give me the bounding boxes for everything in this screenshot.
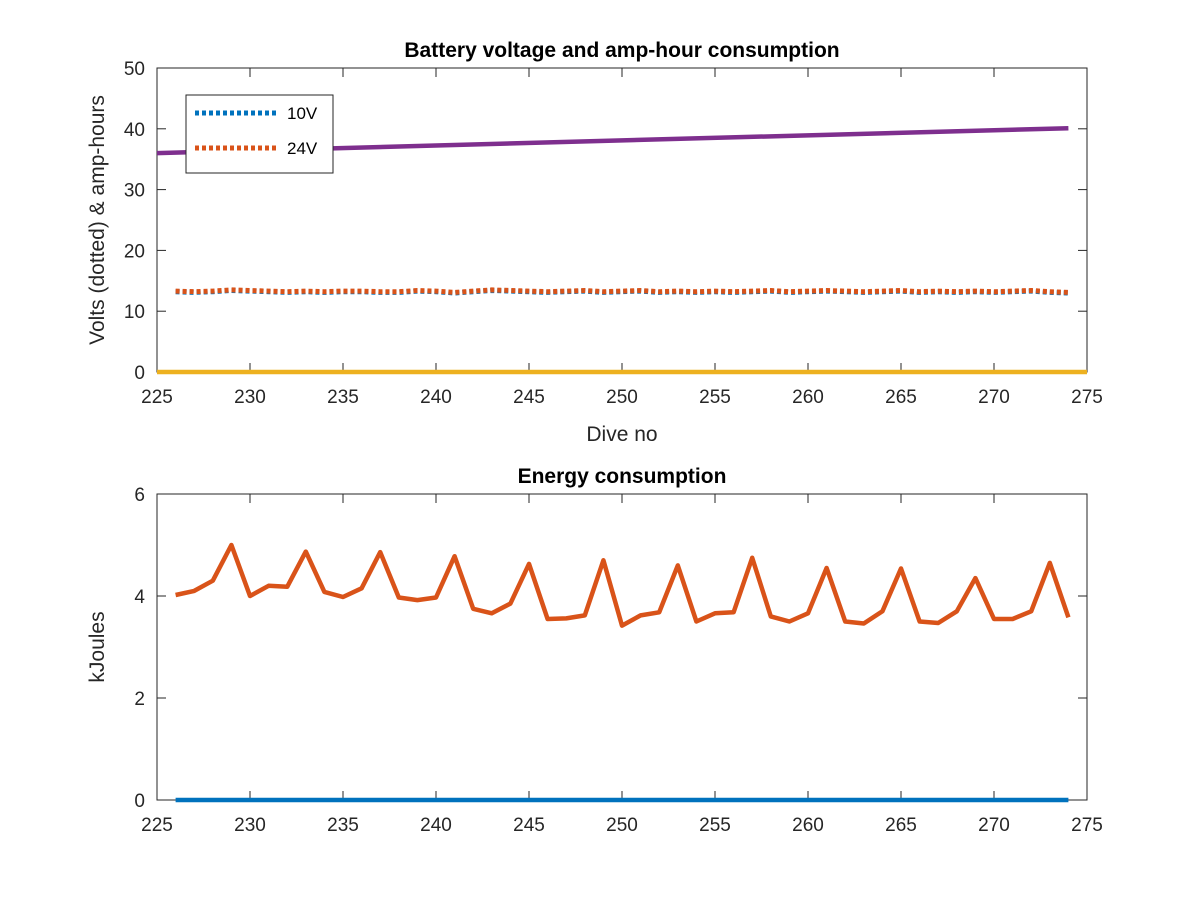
chart-title: Battery voltage and amp-hour consumption [404,39,839,62]
y-axis-label: kJoules [86,611,109,682]
x-tick-label: 230 [234,815,266,836]
x-tick-label: 275 [1071,815,1103,836]
y-axis-label: Volts (dotted) & amp-hours [86,95,109,345]
x-tick-label: 235 [327,387,359,408]
x-tick-label: 270 [978,815,1010,836]
y-tick-label: 50 [124,59,145,80]
x-tick-label: 275 [1071,387,1103,408]
legend-label: 10V [287,104,318,123]
x-tick-label: 270 [978,387,1010,408]
x-tick-label: 225 [141,387,173,408]
x-tick-label: 240 [420,815,452,836]
y-tick-label: 6 [134,485,145,506]
chart-title: Energy consumption [518,465,727,488]
x-tick-label: 255 [699,387,731,408]
x-tick-label: 245 [513,815,545,836]
x-tick-label: 260 [792,815,824,836]
y-tick-label: 2 [134,689,145,710]
x-tick-label: 260 [792,387,824,408]
x-tick-label: 235 [327,815,359,836]
chart-1: Battery voltage and amp-hour consumption… [86,39,1103,446]
x-tick-label: 240 [420,387,452,408]
y-tick-label: 40 [124,120,145,141]
legend-label: 24V [287,139,318,158]
series-line-24v [175,287,1069,295]
y-tick-label: 20 [124,241,145,262]
legend: 10V 24V [185,94,334,174]
y-tick-label: 4 [134,587,145,608]
x-tick-label: 250 [606,387,638,408]
x-tick-label: 225 [141,815,173,836]
axes-box [156,493,1088,801]
x-tick-label: 230 [234,387,266,408]
x-axis-label: Dive no [586,423,657,446]
x-tick-label: 265 [885,815,917,836]
x-tick-label: 255 [699,815,731,836]
x-tick-label: 245 [513,387,545,408]
series-line-1 [175,542,1071,628]
series-group [175,542,1071,803]
y-tick-label: 0 [134,791,145,812]
y-tick-label: 0 [134,363,145,384]
x-tick-label: 250 [606,815,638,836]
x-tick-label: 265 [885,387,917,408]
y-tick-label: 30 [124,181,145,202]
y-tick-label: 10 [124,302,145,323]
legend-box [185,94,334,174]
